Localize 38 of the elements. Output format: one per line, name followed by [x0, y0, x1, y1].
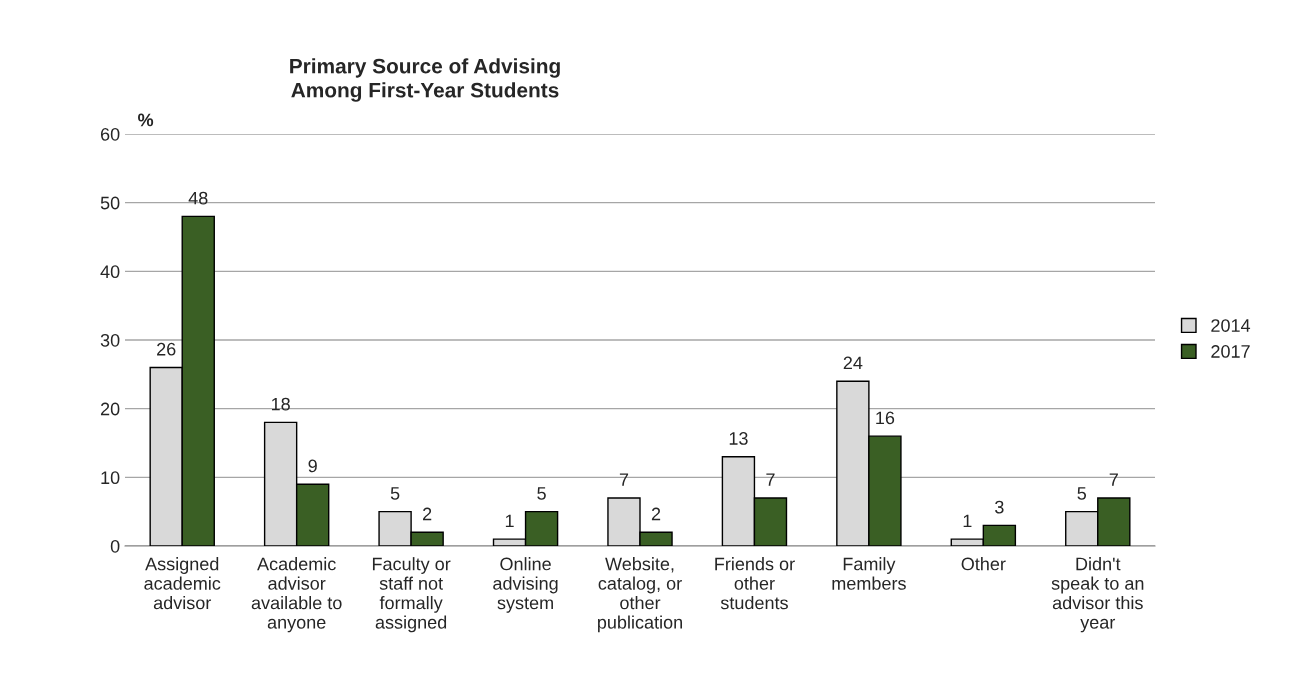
- legend-label: 2014: [1211, 319, 1251, 332]
- x-tick-label: Faculty or staff not formally assigned: [372, 557, 451, 633]
- data-label: 2: [651, 507, 661, 521]
- data-label: 5: [537, 487, 546, 500]
- legend-label: 2017: [1211, 345, 1250, 358]
- data-label: 1: [505, 514, 514, 528]
- data-label: 5: [390, 487, 400, 500]
- y-tick-label: 60: [100, 127, 120, 141]
- y-tick-label: 30: [100, 333, 120, 347]
- data-label: 5: [1077, 487, 1087, 500]
- x-tick-label: Didn't speak to an advisor this year: [1051, 557, 1144, 633]
- y-tick-label: 20: [100, 402, 120, 416]
- y-axis-title: %: [138, 113, 154, 127]
- data-label: 48: [188, 191, 208, 205]
- x-tick-label: Academic advisor available to anyone: [251, 557, 342, 633]
- y-tick-label: 40: [100, 265, 120, 279]
- data-label: 16: [876, 411, 895, 425]
- data-label: 7: [1109, 473, 1118, 486]
- data-label: 26: [157, 342, 176, 356]
- chart-title: Primary Source of Advising Among First-Year Students: [290, 58, 560, 102]
- data-label: 7: [766, 473, 775, 486]
- y-tick-label: 0: [110, 539, 120, 553]
- x-tick-label: Other: [961, 557, 1006, 571]
- x-tick-label: Website, catalog, or other publication: [598, 557, 682, 633]
- x-tick-label: Friends or other students: [715, 557, 795, 610]
- y-tick-label: 50: [100, 196, 120, 210]
- x-tick-label: Assigned academic advisor: [144, 557, 221, 610]
- x-tick-label: Online advising system: [493, 557, 558, 613]
- data-label: 1: [963, 514, 972, 528]
- x-tick-label: Family members: [832, 557, 906, 590]
- data-label: 18: [271, 397, 290, 411]
- data-label: 7: [619, 473, 629, 486]
- data-label: 3: [995, 500, 1004, 514]
- data-label: 24: [843, 356, 863, 370]
- data-label: 9: [308, 459, 317, 473]
- y-tick-label: 10: [101, 471, 120, 485]
- data-label: 13: [729, 432, 748, 445]
- data-label: 2: [423, 507, 432, 521]
